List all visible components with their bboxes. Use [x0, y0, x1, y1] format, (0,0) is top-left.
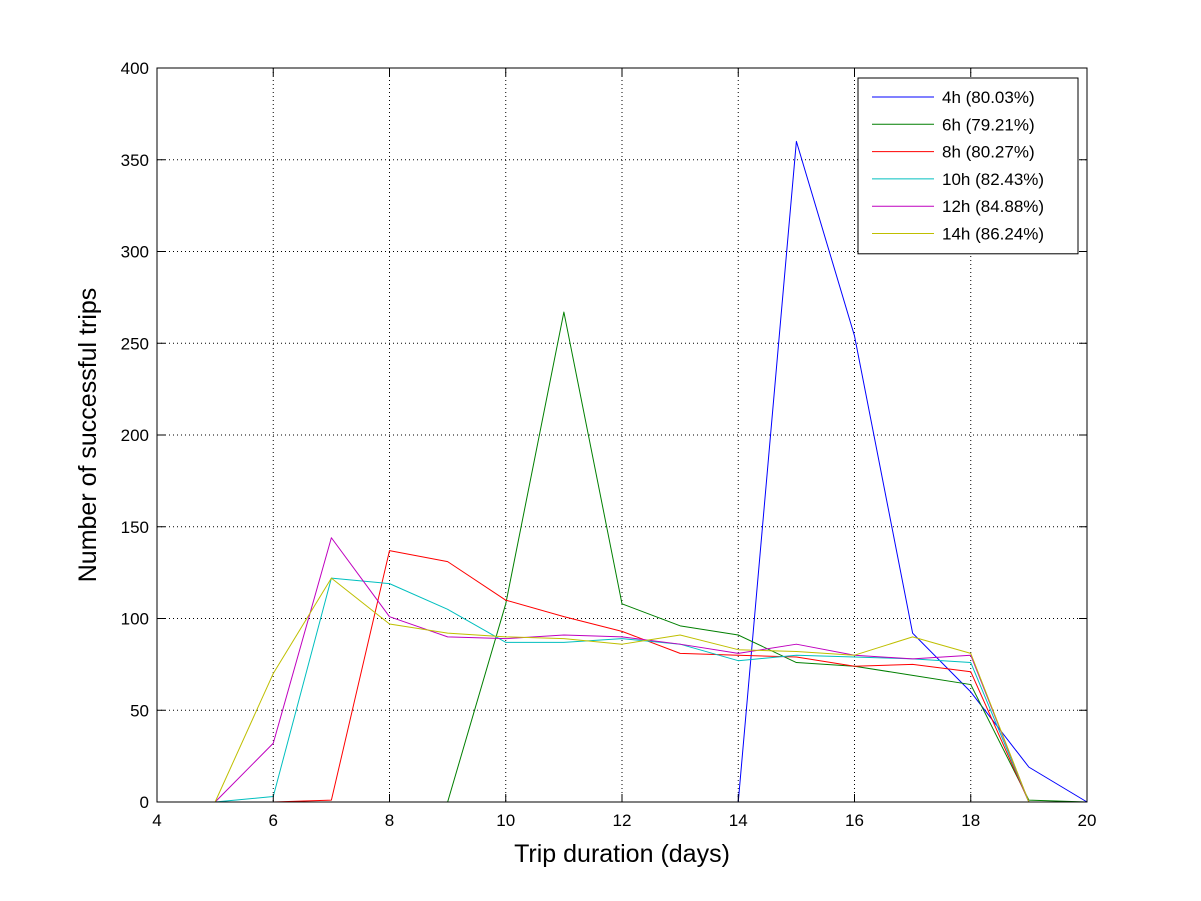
legend-box: [857, 77, 1079, 255]
y-tick-label: 50: [130, 701, 149, 720]
x-tick-label: 18: [961, 811, 980, 830]
legend-label: 14h (86.24%): [942, 225, 1044, 244]
x-tick-label: 16: [845, 811, 864, 830]
legend-label: 10h (82.43%): [942, 170, 1044, 189]
legend: 4h (80.03%) 6h (79.21%) 8h (80.27%) 10h (82…: [857, 77, 1079, 255]
x-tick-label: 4: [152, 811, 161, 830]
series-line-3: [157, 577, 1087, 803]
x-tick-label: 12: [613, 811, 632, 830]
y-tick-label: 350: [121, 151, 149, 170]
x-tick-label: 8: [385, 811, 394, 830]
y-tick-label: 400: [121, 59, 149, 78]
y-axis-title: Number of successful trips: [74, 288, 102, 583]
grid-lines: [157, 68, 1087, 802]
x-tick-label: 20: [1078, 811, 1097, 830]
series-line-4: [157, 537, 1087, 803]
y-tick-label: 0: [140, 793, 149, 812]
y-tick-label: 200: [121, 426, 149, 445]
series-line-5: [157, 577, 1087, 803]
y-tick-label: 250: [121, 334, 149, 353]
x-axis-title: Trip duration (days): [514, 840, 730, 868]
legend-label: 12h (84.88%): [942, 197, 1044, 216]
y-tick-label: 100: [121, 610, 149, 629]
legend-label: 6h (79.21%): [942, 115, 1035, 134]
legend-label: 4h (80.03%): [942, 88, 1035, 107]
y-tick-label: 150: [121, 518, 149, 537]
x-tick-label: 14: [729, 811, 748, 830]
x-tick-label: 10: [496, 811, 515, 830]
y-tick-label: 300: [121, 243, 149, 262]
series-line-2: [157, 550, 1087, 803]
x-tick-label: 6: [269, 811, 278, 830]
legend-label: 8h (80.27%): [942, 143, 1035, 162]
